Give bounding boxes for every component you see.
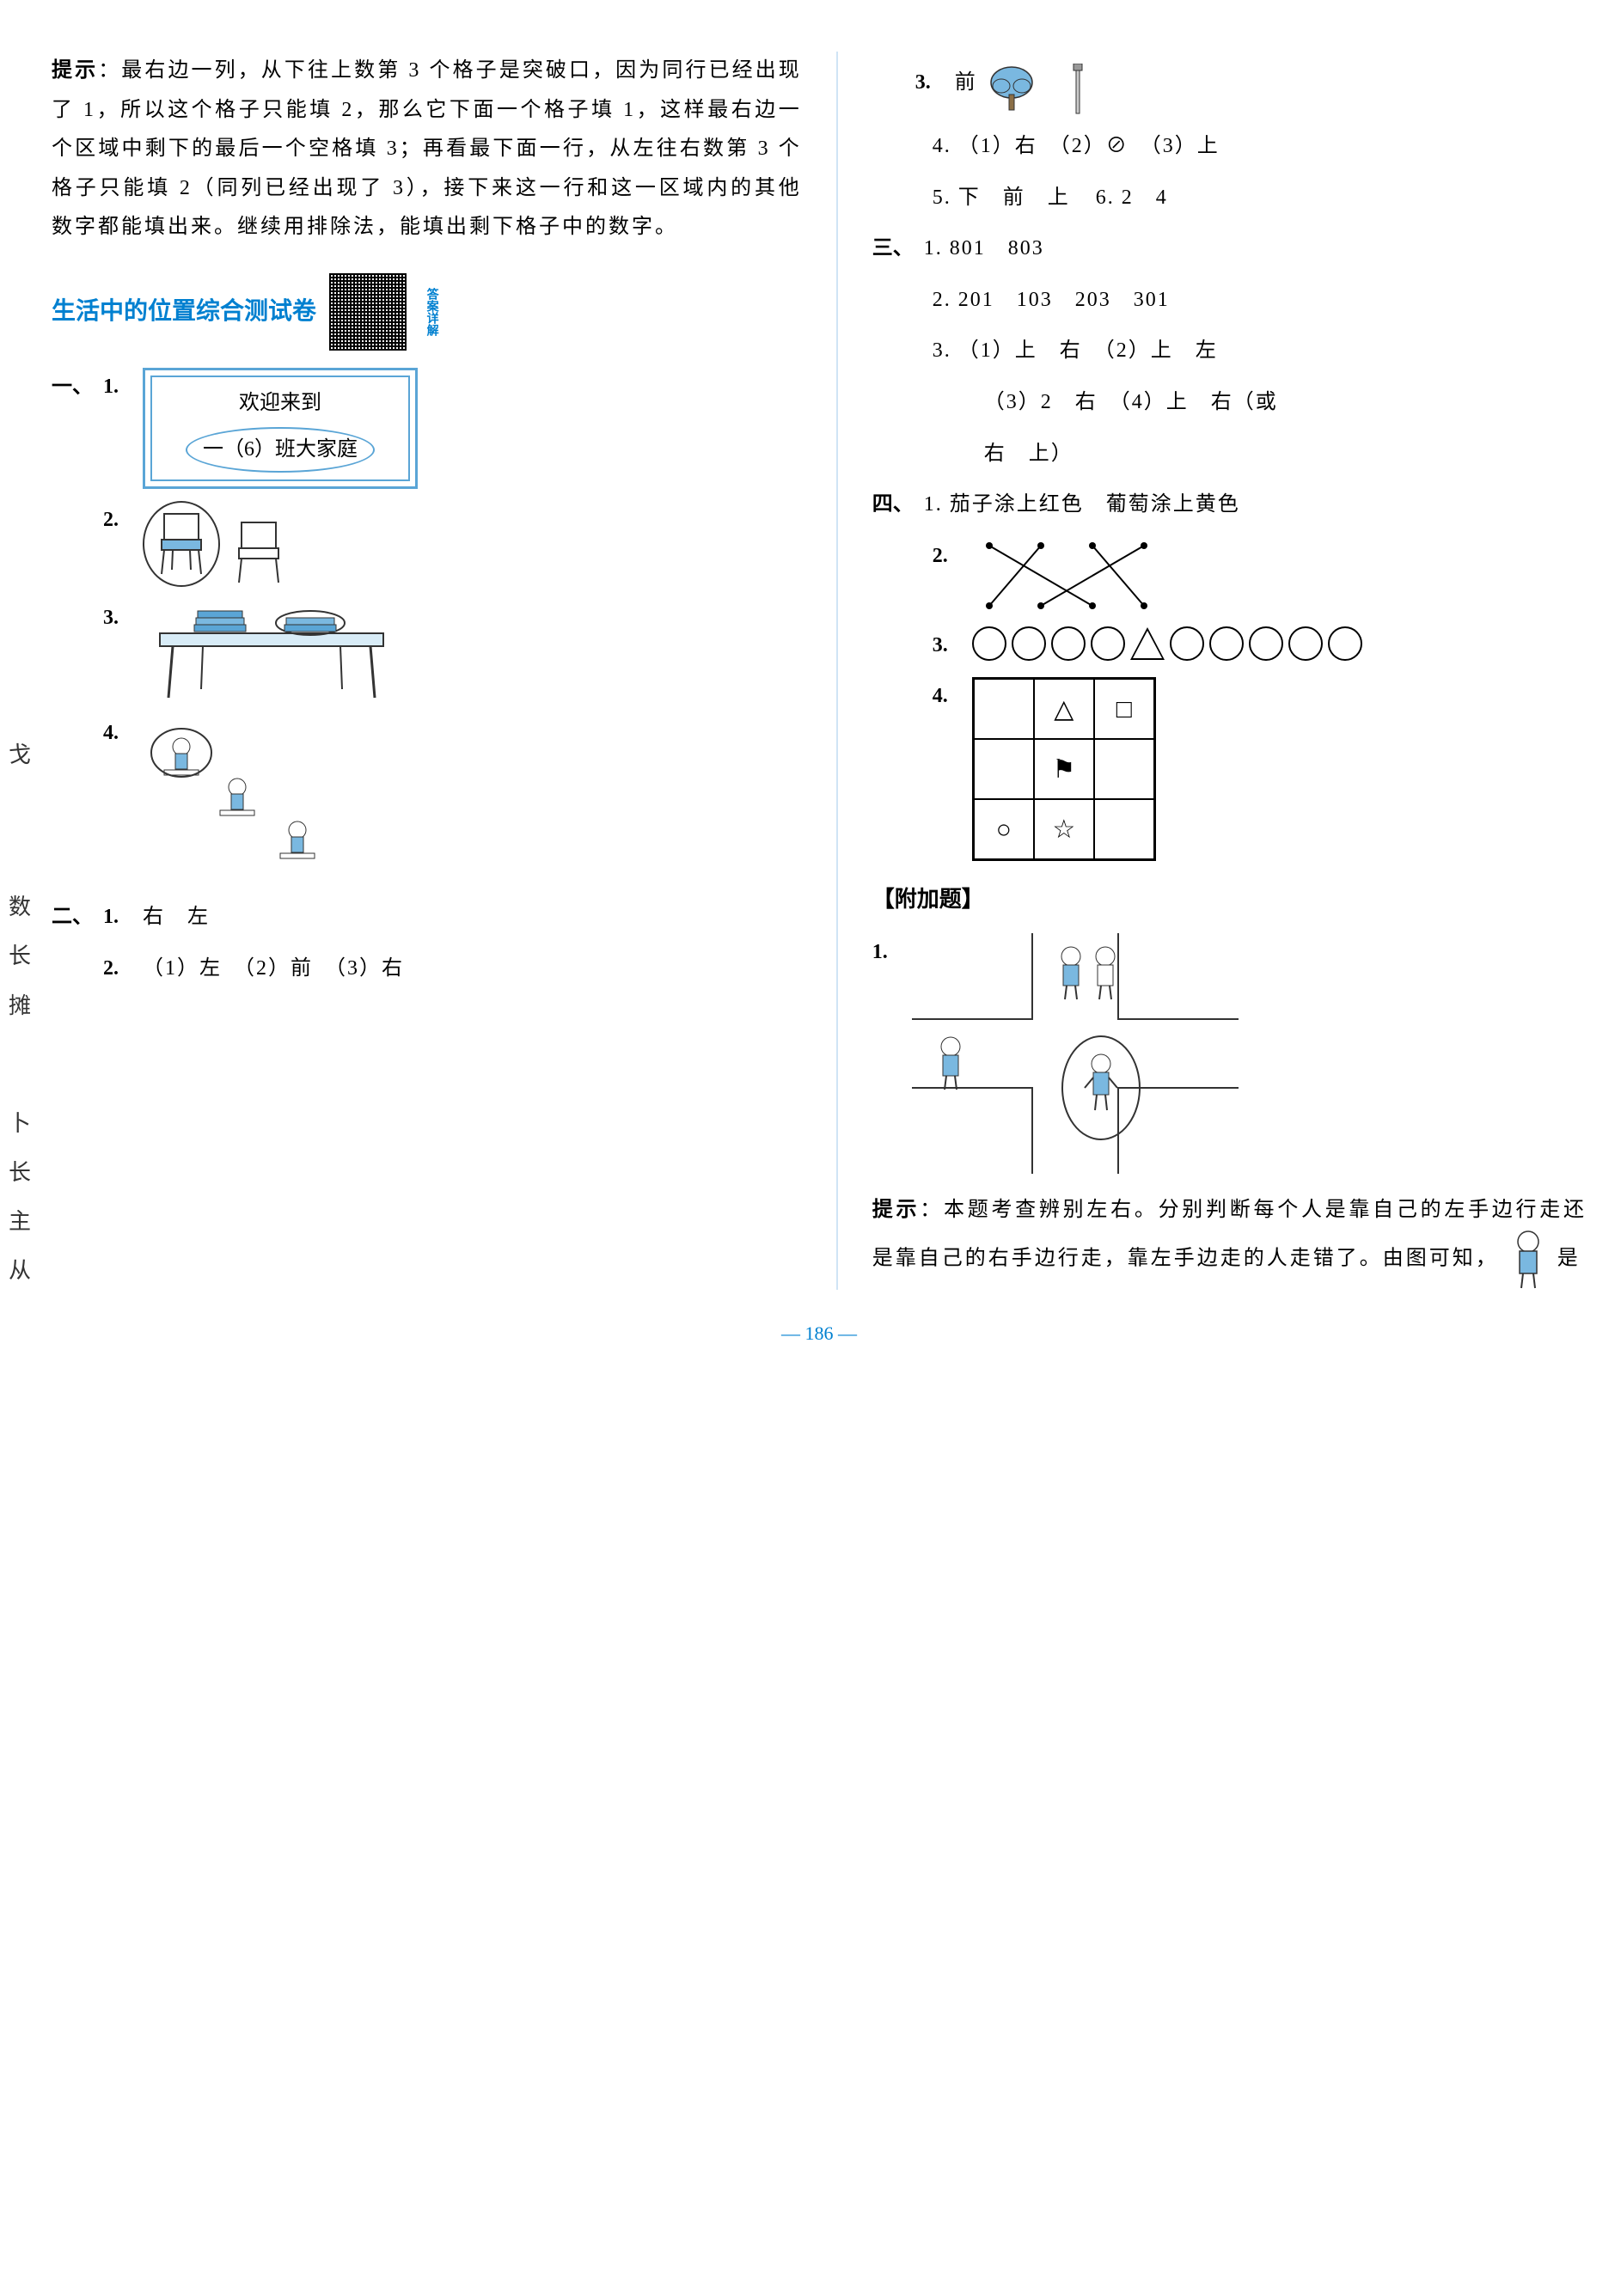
hint2-tail: 是 [1557,1248,1581,1270]
circle-shape [1209,626,1244,661]
q1-4: 4. [52,714,802,886]
q1-4-label: 4. [103,714,134,754]
section-3-3c: 右 上） [872,435,1587,474]
grid-cell: ☆ [1034,799,1094,859]
circle-shape [972,626,1006,661]
r3-2-text: 2. 201 103 203 301 [933,281,1170,321]
b1-label: 1. [872,933,903,973]
r3-3c-text: 右 上） [984,435,1074,474]
hint2-body: ：本题考查辨别左右。分别判断每个人是靠自己的左手边行走还是靠自己的右手边行走，靠… [872,1199,1587,1270]
r3-text: 前 [955,64,977,103]
r5-text: 5. 下 前 上 [933,179,1070,218]
circle-shape [1170,626,1204,661]
q1-2: 2. [52,501,802,587]
page-columns: 提示：最右边一列，从下往上数第 3 个格子是突破口，因为同行已经出现了 1，所以… [52,52,1587,1290]
tree-icon [986,64,1037,115]
r3-label: 3. [915,64,946,103]
chair-icon [229,518,289,587]
grid-cell [1094,739,1154,799]
chairs-image [143,501,289,587]
section-4-1: 四、 1. 茄子涂上红色 葡萄涂上黄色 [872,485,1587,525]
sign-line2: 一（6）班大家庭 [186,427,375,473]
grid-cell [974,679,1034,739]
grid-cell: ○ [974,799,1034,859]
r3-1-text: 1. 801 803 [924,229,1044,269]
q1-2-label: 2. [103,501,134,540]
kids-line-image [143,714,366,886]
r-q3: 3. 前 [872,64,1587,115]
q1-1-label: 1. [103,368,134,407]
section-1: 一、 1. 欢迎来到 一（6）班大家庭 [52,368,802,489]
r-q5-6: 5. 下 前 上 6. 2 4 [872,179,1587,218]
hint-paragraph: 提示：最右边一列，从下往上数第 3 个格子是突破口，因为同行已经出现了 1，所以… [52,52,802,247]
section-title: 生活中的位置综合测试卷 答案详解 [52,273,802,351]
crossroad-image [912,933,1239,1174]
r4-4-label: 4. [933,677,963,717]
q1-3: 3. [52,599,802,702]
grid-cell: □ [1094,679,1154,739]
section-4-2: 2. [872,537,1587,614]
grid-cell: △ [1034,679,1094,739]
section-2-label: 二、 [52,898,95,937]
circle-shape [1249,626,1283,661]
r-q4: 4. （1）右 （2）⊘ （3）上 [872,127,1587,167]
bonus-q1: 1. [872,933,1587,1174]
hint-label: 提示 [52,59,98,82]
triangle-shape [1130,627,1165,660]
answer-2-2: （1）左 （2）前 （3）右 [143,950,404,989]
grid-cell: ⚑ [1034,739,1094,799]
section-1-label: 一、 [52,368,95,407]
hint-body: ：最右边一列，从下往上数第 3 个格子是突破口，因为同行已经出现了 1，所以这个… [52,59,802,238]
section-2-1: 二、 1. 右 左 [52,898,802,937]
welcome-sign: 欢迎来到 一（6）班大家庭 [143,368,418,489]
section-4-4: 4. △□⚑○☆ [872,677,1587,861]
section-2-2: 2. （1）左 （2）前 （3）右 [52,950,802,989]
column-divider [836,52,838,1290]
kid-inline-icon [1507,1230,1550,1290]
section-3-3a: 3. （1）上 右 （2）上 左 [872,332,1587,371]
r3-3a-text: 3. （1）上 右 （2）上 左 [933,332,1218,371]
r4-text: 4. （1）右 （2）⊘ （3）上 [933,127,1220,167]
left-column: 提示：最右边一列，从下往上数第 3 个格子是突破口，因为同行已经出现了 1，所以… [52,52,802,1290]
sign-line1: 欢迎来到 [159,384,401,424]
answer-2-1: 右 左 [143,898,210,937]
r3-3b-text: （3）2 右 （4）上 右（或 [984,383,1278,423]
section-3-label: 三、 [872,229,915,269]
bonus-title: 【附加题】 [872,878,1587,920]
hint2-paragraph: 提示：本题考查辨别左右。分别判断每个人是靠自己的左手边行走还是靠自己的右手边行走… [872,1191,1587,1291]
section-title-text: 生活中的位置综合测试卷 [52,289,316,334]
chair-icon [151,510,211,578]
r4-3-label: 3. [933,626,963,666]
section-3-1: 三、 1. 801 803 [872,229,1587,269]
q1-3-label: 3. [103,599,134,638]
shape-pattern [972,626,1362,661]
r4-2-label: 2. [933,537,963,577]
page-edge-cut-text: 戈 数 长 摊 卜 长 主 从 [9,730,31,1296]
section-3-3b: （3）2 右 （4）上 右（或 [872,383,1587,423]
lamp-pole-icon [1072,64,1084,115]
section-4-3: 3. [872,626,1587,666]
qr-label: 答案详解 [419,288,443,336]
page-number: — 186 — [52,1316,1587,1352]
circle-shape [1288,626,1323,661]
circle-shape [1328,626,1362,661]
circle-shape [1091,626,1125,661]
section-4-label: 四、 [872,485,915,525]
desk-books-image [143,599,401,702]
circle-shape [1051,626,1086,661]
qr-code-icon [329,273,407,351]
hint2-label: 提示 [872,1199,920,1221]
circle-shape [1012,626,1046,661]
section-3-2: 2. 201 103 203 301 [872,281,1587,321]
grid-cell [1094,799,1154,859]
r6-text: 6. 2 4 [1096,179,1168,218]
right-column: 3. 前 4. （1）右 （2）⊘ （3）上 5. 下 前 上 6. 2 4 三… [872,52,1587,1290]
r4-1-text: 1. 茄子涂上红色 葡萄涂上黄色 [924,485,1240,525]
shape-grid: △□⚑○☆ [972,677,1156,861]
grid-cell [974,739,1034,799]
matching-lines-image [972,537,1196,614]
